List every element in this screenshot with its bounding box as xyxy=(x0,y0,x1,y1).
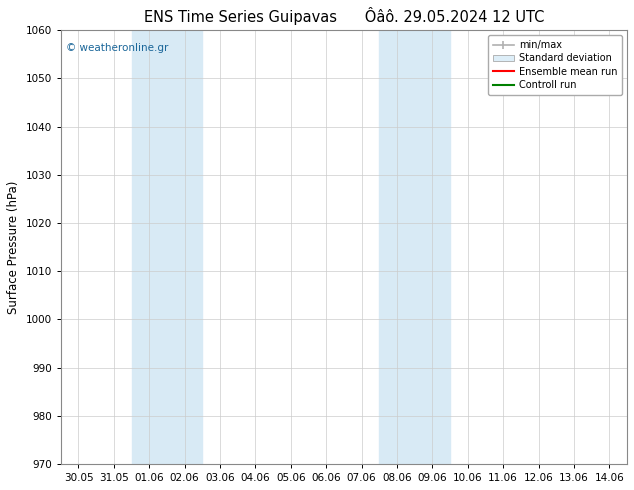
Bar xyxy=(379,30,450,464)
Legend: min/max, Standard deviation, Ensemble mean run, Controll run: min/max, Standard deviation, Ensemble me… xyxy=(488,35,622,95)
Text: © weatheronline.gr: © weatheronline.gr xyxy=(67,43,169,53)
Bar xyxy=(132,30,202,464)
Y-axis label: Surface Pressure (hPa): Surface Pressure (hPa) xyxy=(7,180,20,314)
Title: ENS Time Series Guipavas      Ôâô. 29.05.2024 12 UTC: ENS Time Series Guipavas Ôâô. 29.05.2024… xyxy=(144,7,544,25)
